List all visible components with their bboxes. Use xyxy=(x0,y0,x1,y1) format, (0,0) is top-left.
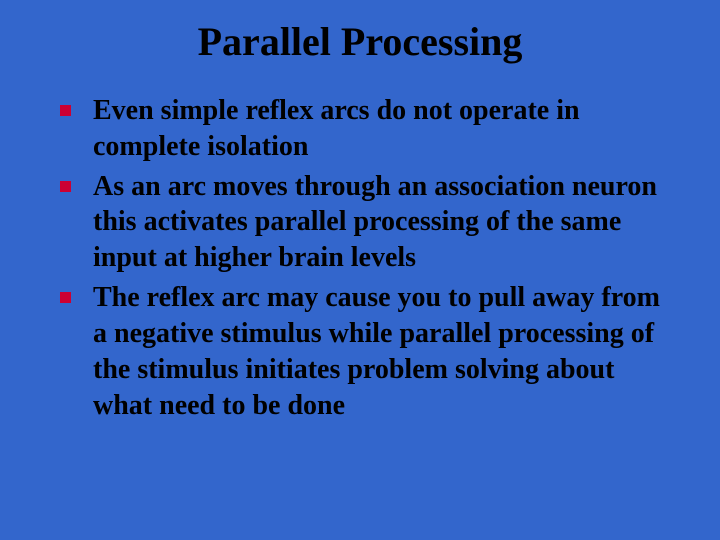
square-bullet-icon xyxy=(60,105,71,116)
bullet-list: Even simple reflex arcs do not operate i… xyxy=(40,93,680,423)
slide-title: Parallel Processing xyxy=(40,18,680,65)
bullet-text: Even simple reflex arcs do not operate i… xyxy=(93,93,680,165)
list-item: The reflex arc may cause you to pull awa… xyxy=(60,280,680,423)
slide-container: Parallel Processing Even simple reflex a… xyxy=(0,0,720,540)
square-bullet-icon xyxy=(60,181,71,192)
bullet-text: The reflex arc may cause you to pull awa… xyxy=(93,280,680,423)
list-item: As an arc moves through an association n… xyxy=(60,169,680,276)
list-item: Even simple reflex arcs do not operate i… xyxy=(60,93,680,165)
square-bullet-icon xyxy=(60,292,71,303)
bullet-text: As an arc moves through an association n… xyxy=(93,169,680,276)
